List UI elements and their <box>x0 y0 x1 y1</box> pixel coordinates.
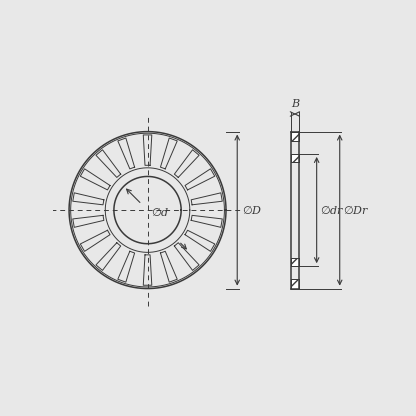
Text: $\varnothing$d: $\varnothing$d <box>151 206 169 218</box>
Bar <box>291 258 299 266</box>
Bar <box>291 154 299 162</box>
Bar <box>291 279 299 289</box>
Text: B: B <box>291 99 299 109</box>
Text: $\varnothing$dr: $\varnothing$dr <box>320 204 344 216</box>
Text: $\varnothing$Dr: $\varnothing$Dr <box>343 204 369 216</box>
Text: $\varnothing$D: $\varnothing$D <box>242 204 262 216</box>
Bar <box>291 131 299 141</box>
